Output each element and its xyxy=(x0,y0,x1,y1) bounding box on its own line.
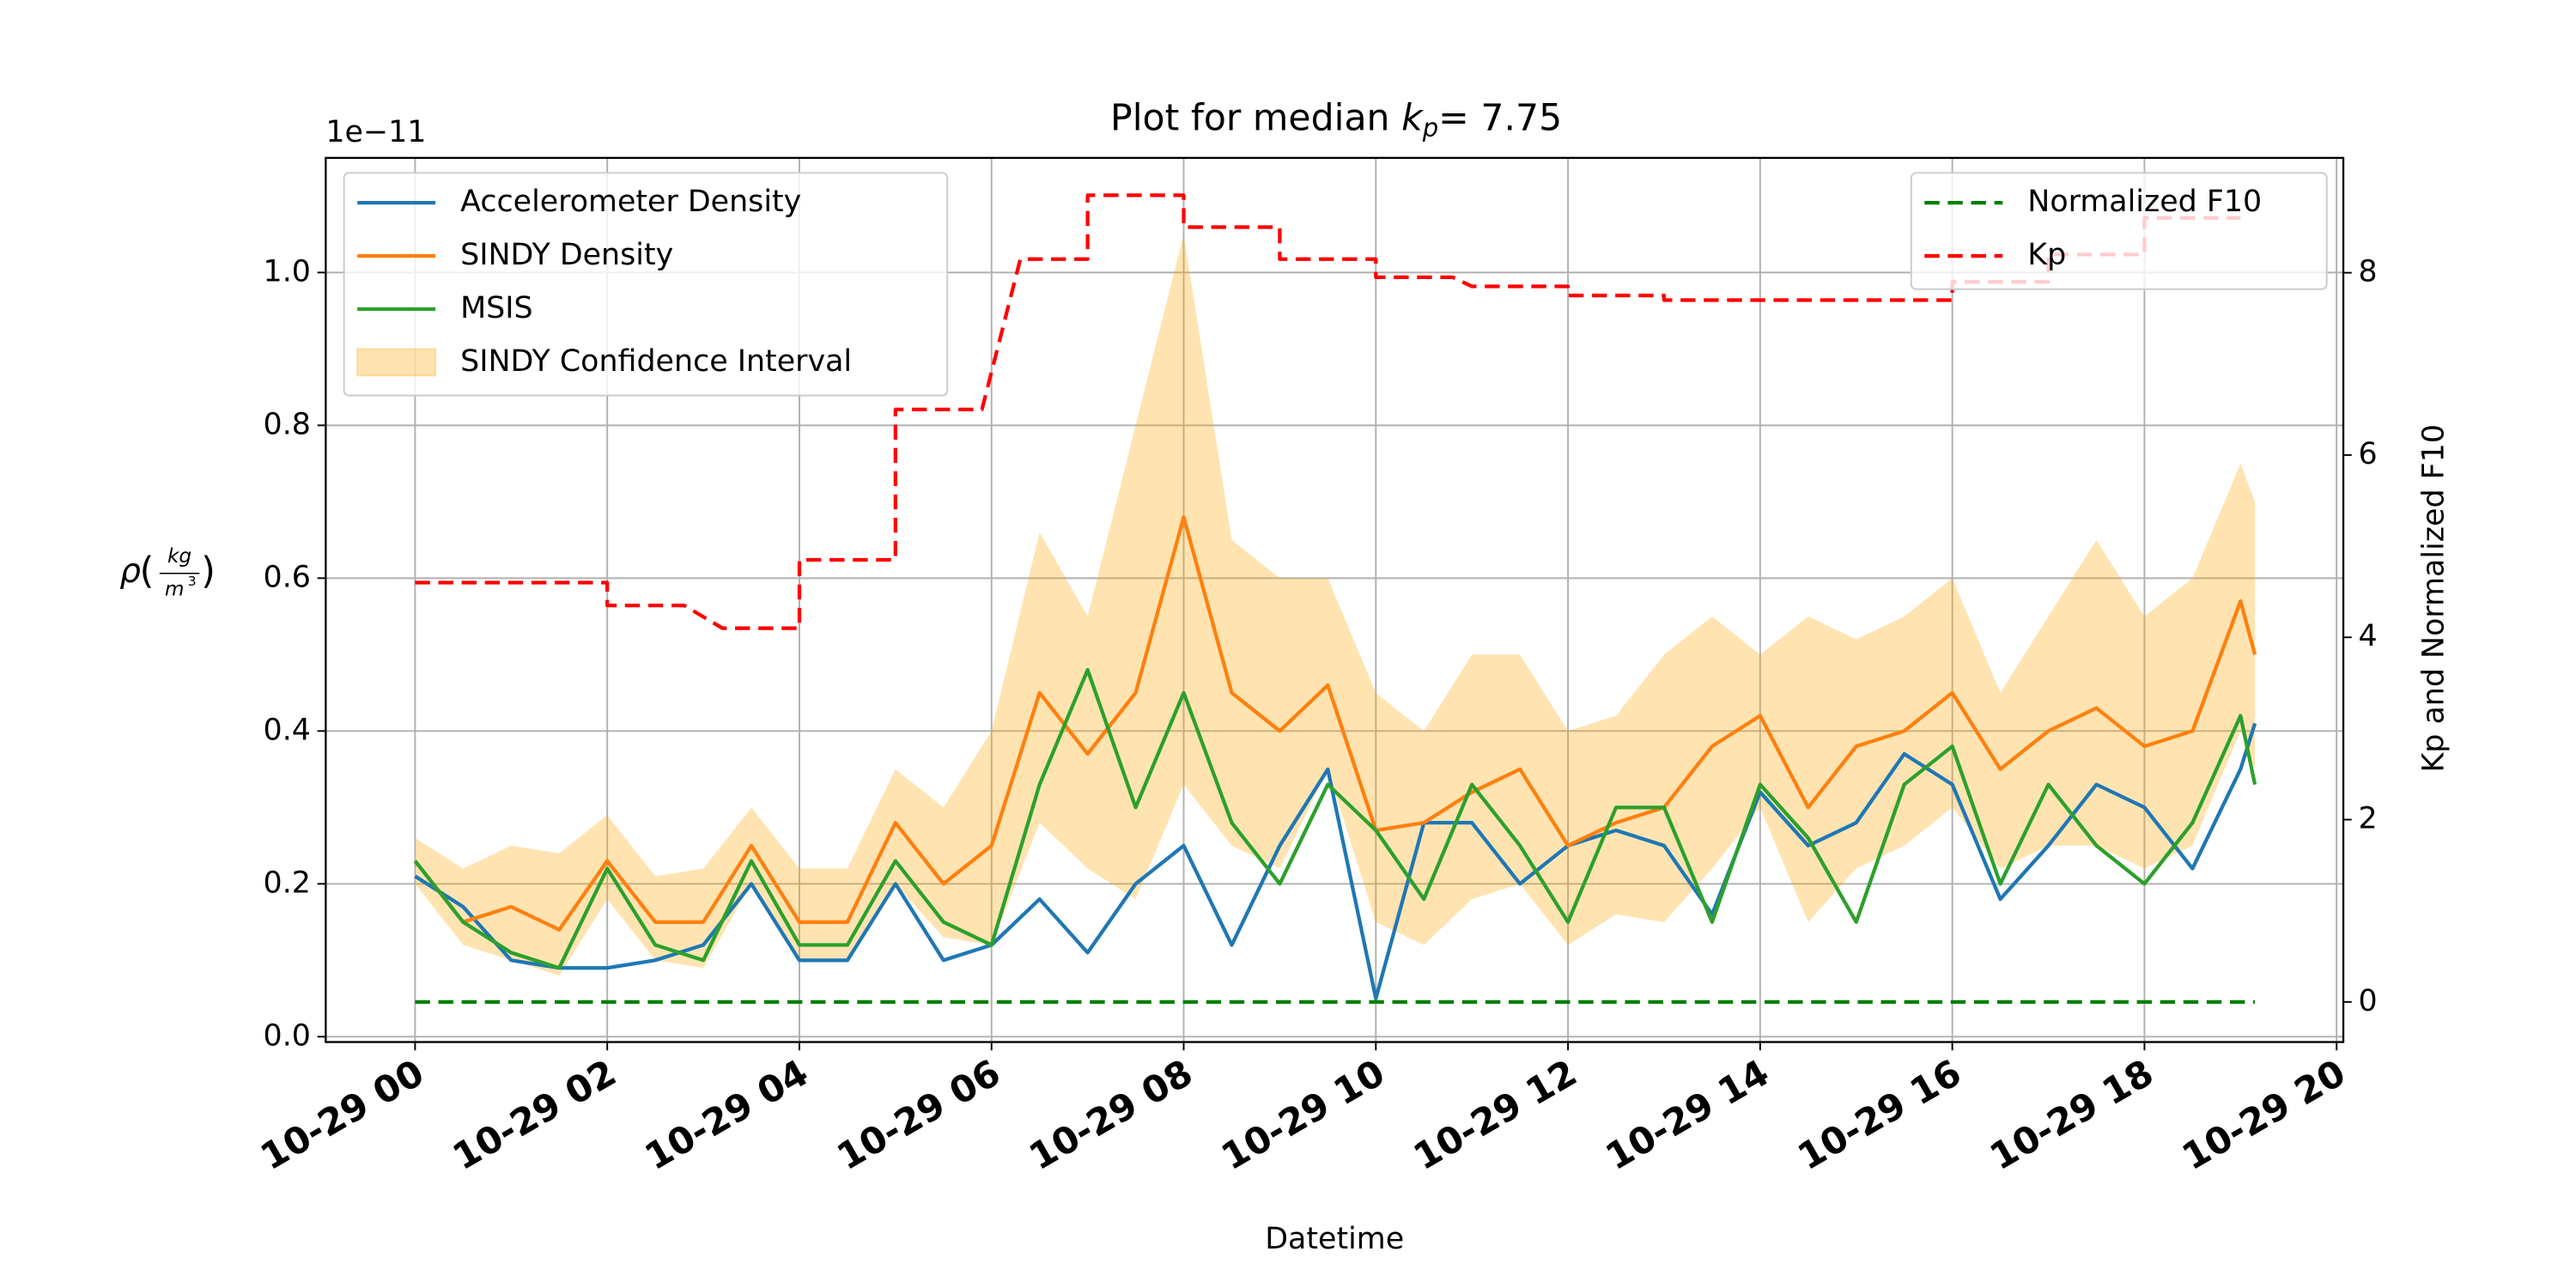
x-tick-label: 10-29 06 xyxy=(830,1052,1008,1179)
y-tick-label: 0.6 xyxy=(264,560,311,594)
series-line xyxy=(413,515,2257,932)
x-tick-label: 10-29 18 xyxy=(1983,1052,2160,1179)
legend-label: SINDY Confidence Interval xyxy=(460,344,852,379)
y2-tick-label: 2 xyxy=(2358,802,2377,836)
y2-tick-label: 4 xyxy=(2358,619,2377,653)
y-tick-label: 0.8 xyxy=(264,407,311,441)
x-tick-label: 10-29 12 xyxy=(1406,1052,1584,1179)
y-tick-label: 1.0 xyxy=(264,254,311,289)
x-tick-label: 10-29 16 xyxy=(1791,1052,1969,1179)
grid xyxy=(325,157,2344,1042)
series-line xyxy=(413,668,2257,970)
x-tick-label: 10-29 04 xyxy=(638,1052,816,1179)
title-rest: = 7.75 xyxy=(1438,96,1562,139)
x-tick-label: 10-29 14 xyxy=(1599,1052,1777,1179)
x-axis-label: Datetime xyxy=(1265,1222,1404,1256)
confidence-band xyxy=(415,234,2256,976)
y2-axis-label: Kp and Normalized F10 xyxy=(2416,424,2451,773)
x-tick-label: 10-29 20 xyxy=(2175,1052,2353,1179)
y2-tick-label: 0 xyxy=(2358,984,2377,1018)
y-tick-label: 0.2 xyxy=(264,866,311,900)
legend-label: Accelerometer Density xyxy=(460,185,801,219)
legend: Accelerometer Density SINDY Density MSIS SI… xyxy=(343,172,949,397)
chart-title: Plot for median kp= 7.75 xyxy=(1110,96,1562,143)
legend-label: Normalized F10 xyxy=(2027,185,2262,219)
y-label-numerator: kg xyxy=(167,544,191,568)
title-symbol: k xyxy=(1401,96,1425,139)
y-tick-label: 0.4 xyxy=(264,713,311,747)
y-label-symbol: ρ xyxy=(119,552,141,591)
y-tick-label: 0.0 xyxy=(264,1018,311,1053)
y-label-exponent: 3 xyxy=(188,574,197,589)
legend-label: MSIS xyxy=(460,291,533,325)
legend-label: Kp xyxy=(2027,238,2066,272)
legend-box xyxy=(343,172,949,397)
legend-label: SINDY Density xyxy=(460,238,673,272)
y-label-close: ) xyxy=(201,550,216,592)
legend: Normalized F10 Kp xyxy=(1910,172,2328,290)
title-subscript: p xyxy=(1422,113,1438,143)
title-text: Plot for median xyxy=(1110,96,1389,139)
x-tick-label: 10-29 08 xyxy=(1022,1052,1200,1179)
x-tick-label: 10-29 10 xyxy=(1214,1052,1392,1179)
x-tick-label: 10-29 02 xyxy=(446,1052,623,1179)
legend-swatch xyxy=(356,348,437,377)
plot-frame xyxy=(325,156,2345,1043)
y-axis-label: ρ ( kg m 3 ) xyxy=(119,544,215,601)
y2-tick-label: 6 xyxy=(2358,437,2377,471)
x-tick-label: 10-29 00 xyxy=(253,1052,431,1179)
y2-tick-label: 8 xyxy=(2358,255,2377,289)
y-label-open: ( xyxy=(140,550,155,592)
y-label-denominator: m xyxy=(165,578,185,601)
y-offset-label: 1e−11 xyxy=(325,115,426,149)
legend-box xyxy=(1910,172,2328,290)
